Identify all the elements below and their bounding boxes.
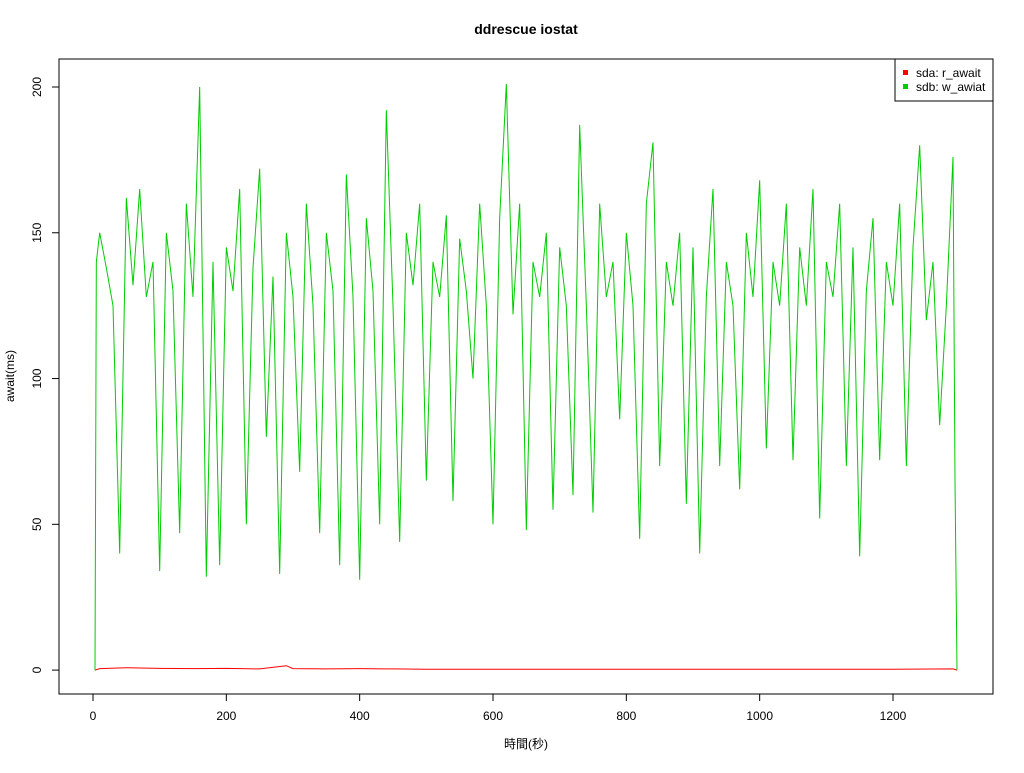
- y-tick-label: 200: [30, 77, 44, 97]
- legend-swatch: [903, 84, 908, 89]
- x-tick-label: 1200: [880, 709, 907, 723]
- y-tick-label: 0: [30, 666, 44, 673]
- y-tick-label: 150: [30, 222, 44, 242]
- series-line: [94, 84, 958, 671]
- legend-swatch: [903, 70, 908, 75]
- x-tick-label: 400: [350, 709, 370, 723]
- legend-label: sda: r_await: [916, 66, 981, 80]
- x-tick-label: 800: [616, 709, 636, 723]
- x-tick-label: 200: [216, 709, 236, 723]
- x-tick-label: 600: [483, 709, 503, 723]
- y-tick-label: 50: [30, 517, 44, 531]
- x-axis-label: 時間(秒): [504, 737, 548, 751]
- y-axis-label: await(ms): [3, 350, 17, 402]
- chart-title: ddrescue iostat: [474, 21, 578, 37]
- x-tick-label: 0: [90, 709, 97, 723]
- series-line: [94, 665, 958, 671]
- legend-label: sdb: w_awiat: [916, 80, 986, 94]
- y-tick-label: 100: [30, 368, 44, 388]
- x-tick-label: 1000: [746, 709, 773, 723]
- legend-box: [894, 58, 994, 102]
